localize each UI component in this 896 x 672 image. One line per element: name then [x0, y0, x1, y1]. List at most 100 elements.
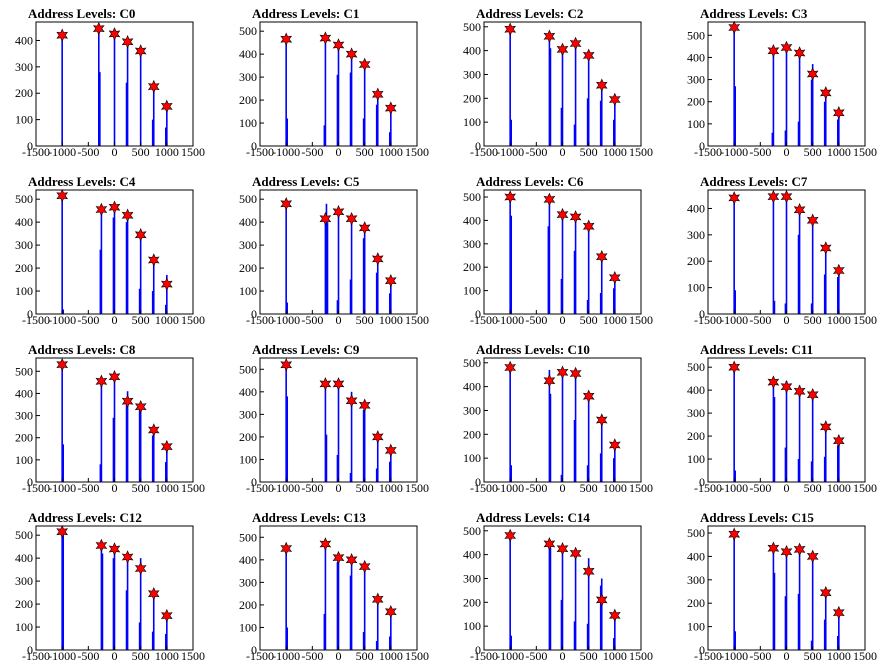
- x-tick-label: 500: [804, 313, 822, 327]
- y-tick-label: 200: [15, 431, 33, 445]
- x-tick-label: -500: [77, 145, 99, 159]
- peak-marker: [160, 439, 173, 454]
- x-tick-label: -500: [525, 481, 547, 495]
- x-tick-label: 500: [804, 145, 822, 159]
- chart-title: Address Levels: C8: [28, 342, 136, 357]
- chart-title: Address Levels: C2: [476, 6, 584, 21]
- x-tick-label: 1000: [155, 145, 179, 159]
- y-tick-label: 500: [687, 526, 705, 540]
- x-tick-label: 1000: [155, 481, 179, 495]
- peak-marker: [134, 561, 147, 576]
- peak-marker: [345, 553, 358, 567]
- peak-marker: [280, 358, 293, 372]
- peak-marker: [319, 31, 332, 45]
- chart-panel: Address Levels: C8 0 100 200 300 400 500 -1500-…: [0, 336, 224, 504]
- x-tick-label: 1500: [405, 481, 429, 495]
- y-tick-label: 0: [699, 643, 705, 657]
- chart-title: Address Levels: C7: [700, 174, 808, 189]
- chart-title: Address Levels: C5: [252, 174, 360, 189]
- y-tick-label: 400: [15, 215, 33, 229]
- x-tick-label: 1500: [405, 145, 429, 159]
- y-tick-label: 100: [15, 620, 33, 634]
- chart-title: Address Levels: C3: [700, 6, 808, 21]
- y-tick-label: 400: [15, 386, 33, 400]
- peak-marker: [345, 394, 358, 408]
- chart-title: Address Levels: C6: [476, 174, 584, 189]
- x-tick-label: -1000: [48, 313, 76, 327]
- x-tick-label: -500: [77, 649, 99, 663]
- y-tick-label: 300: [239, 407, 257, 421]
- peak-marker: [556, 365, 569, 380]
- peak-marker: [728, 20, 741, 35]
- peak-marker: [582, 219, 595, 234]
- peak-marker: [608, 92, 621, 107]
- x-tick-label: -1000: [48, 649, 76, 663]
- y-tick-label: 500: [239, 192, 257, 206]
- y-tick-label: 200: [239, 261, 257, 275]
- peak-marker: [819, 241, 832, 255]
- x-tick-label: -1000: [720, 481, 748, 495]
- peak-marker: [543, 192, 556, 207]
- peak-marker: [121, 208, 134, 223]
- y-tick-label: 500: [239, 24, 257, 38]
- y-tick-label: 300: [687, 73, 705, 87]
- y-tick-label: 300: [239, 238, 257, 252]
- x-tick-label: -1000: [272, 649, 300, 663]
- y-tick-label: 100: [463, 284, 481, 298]
- y-tick-label: 400: [239, 215, 257, 229]
- y-tick-label: 200: [15, 261, 33, 275]
- chart-panel: Address Levels: C1 0 100 200 300 400 500 -1500-…: [224, 0, 448, 168]
- x-tick-label: -500: [525, 649, 547, 663]
- y-tick-label: 200: [463, 91, 481, 105]
- x-tick-label: 1000: [827, 145, 851, 159]
- y-tick-label: 400: [15, 551, 33, 565]
- peak-marker: [504, 528, 517, 543]
- peak-marker: [319, 537, 332, 551]
- peak-marker: [147, 586, 160, 601]
- x-tick-label: 0: [784, 313, 790, 327]
- x-tick-label: -500: [301, 481, 323, 495]
- chart-panel: Address Levels: C11 0 100 200 300 400 500 -1500…: [672, 336, 896, 504]
- y-tick-label: 300: [15, 238, 33, 252]
- peak-marker: [147, 423, 160, 437]
- y-tick-label: 300: [239, 70, 257, 84]
- x-tick-label: 1000: [827, 649, 851, 663]
- peak-marker: [160, 99, 173, 114]
- peak-marker: [332, 38, 345, 52]
- y-tick-label: 0: [251, 643, 257, 657]
- y-tick-label: 400: [15, 33, 33, 47]
- x-tick-label: -500: [77, 313, 99, 327]
- y-tick-label: 0: [699, 475, 705, 489]
- y-tick-label: 100: [687, 281, 705, 295]
- x-tick-label: 1500: [181, 313, 205, 327]
- x-tick-label: 500: [132, 313, 150, 327]
- peak-marker: [793, 542, 806, 557]
- peak-marker: [793, 46, 806, 60]
- chart-title: Address Levels: C11: [700, 342, 814, 357]
- peak-marker: [543, 373, 556, 388]
- y-tick-label: 300: [687, 406, 705, 420]
- chart-panel: Address Levels: C7 0 100 200 300 400 -1500 -100…: [672, 168, 896, 336]
- x-tick-label: 0: [560, 145, 566, 159]
- y-tick-label: 300: [463, 237, 481, 251]
- chart-plot: 0 100 200 300 400 500 -1500-1000 -500 0 500 1000 15…: [15, 188, 205, 327]
- y-tick-label: 200: [463, 260, 481, 274]
- x-tick-label: -1000: [48, 481, 76, 495]
- x-tick-label: 0: [336, 313, 342, 327]
- chart-plot: 0 100 200 300 400 500 -1500-1000 -500 0 500 1000 15…: [687, 357, 877, 495]
- y-tick-label: 300: [239, 575, 257, 589]
- x-tick-label: -500: [525, 313, 547, 327]
- x-tick-label: 500: [580, 481, 598, 495]
- peak-marker: [582, 389, 595, 403]
- x-tick-label: 500: [356, 313, 374, 327]
- x-tick-label: 1000: [379, 649, 403, 663]
- peak-marker: [332, 550, 345, 565]
- peak-marker: [358, 221, 371, 235]
- x-tick-label: 0: [112, 649, 118, 663]
- y-tick-label: 400: [687, 549, 705, 563]
- y-tick-label: 500: [15, 192, 33, 206]
- peak-marker: [280, 197, 293, 211]
- peak-marker: [56, 188, 69, 203]
- y-tick-label: 400: [687, 201, 705, 215]
- peak-marker: [832, 433, 845, 448]
